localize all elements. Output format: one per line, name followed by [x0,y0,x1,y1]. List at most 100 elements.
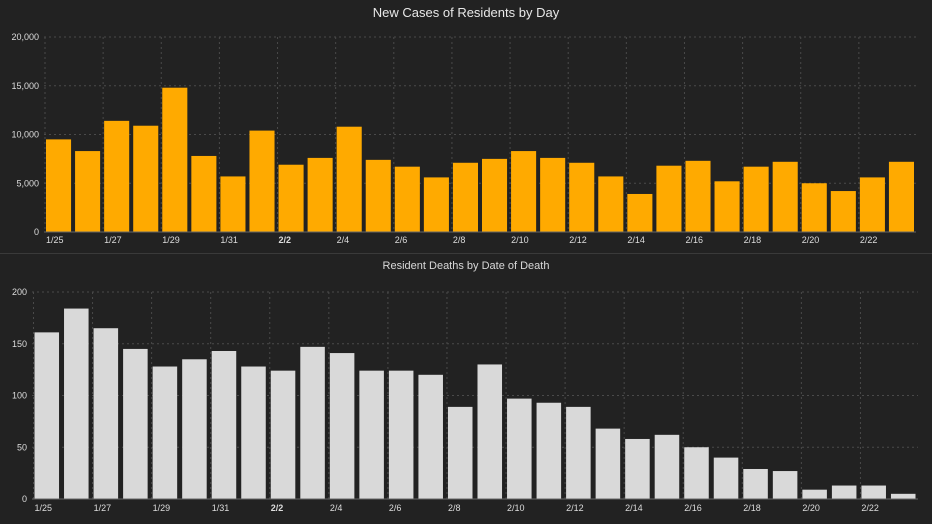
deaths-bar-1-27 [93,328,119,499]
cases-bar-2-9 [482,158,508,232]
deaths-bar-2-11 [536,402,562,499]
cases-bar-2-3 [307,157,333,232]
cases-y-tick-label: 20,000 [11,32,39,42]
deaths-x-tick-label: 2/18 [743,503,761,513]
cases-bar-1-30 [191,155,217,232]
cases-x-tick-label: 1/29 [162,235,180,245]
cases-x-tick-label: 2/20 [802,235,820,245]
cases-bar-2-12 [569,162,595,232]
new-cases-chart-panel: New Cases of Residents by Day 0 5,000 10,0… [0,0,932,253]
deaths-x-tick-label: 2/12 [566,503,584,513]
cases-x-tick-label: 2/18 [744,235,762,245]
deaths-x-tick-label: 2/8 [448,503,461,513]
cases-bar-1-27 [104,120,130,232]
deaths-bar-2-23 [890,493,916,499]
cases-bar-2-13 [598,176,624,232]
new-cases-chart-title: New Cases of Residents by Day [372,5,560,20]
resident-deaths-chart-panel: Resident Deaths by Date of Death 0 50 100 1… [0,254,932,524]
resident-deaths-bar-chart: 0 50 100 150 200 1/25 1/27 1/29 1/31 2/2 2/4 2/6 2/8… [12,287,918,513]
cases-bar-2-6 [394,166,420,232]
cases-bar-2-20 [801,183,827,232]
deaths-bar-2-19 [772,471,798,499]
deaths-bar-1-30 [182,359,207,499]
deaths-y-tick-label: 200 [12,287,27,297]
cases-bar-2-10 [511,151,537,232]
deaths-bar-2-15 [654,434,680,499]
deaths-y-tick-label: 50 [17,442,27,452]
cases-bar-2-4 [336,126,362,232]
deaths-x-tick-label: 2/16 [684,503,702,513]
cases-bar-2-8 [452,162,478,232]
cases-x-tick-label: 2/8 [453,235,466,245]
cases-y-tick-label: 15,000 [11,81,39,91]
deaths-bar-2-9 [477,364,503,499]
deaths-bar-1-25 [34,332,60,499]
cases-x-tick-label: 2/16 [685,235,703,245]
deaths-x-tick-label: 1/25 [35,503,53,513]
deaths-bar-2-8 [447,406,473,499]
deaths-bar-2-3 [300,346,325,499]
deaths-bar-2-2 [270,370,296,499]
cases-x-tick-label: 1/31 [220,235,238,245]
deaths-bar-2-5 [359,370,384,499]
deaths-bar-1-28 [123,348,148,499]
deaths-x-tick-label: 1/27 [94,503,112,513]
cases-x-tick-label: 2/12 [569,235,587,245]
deaths-y-tick-label: 150 [12,339,27,349]
cases-bar-2-21 [830,191,856,232]
cases-x-tick-label: 1/25 [46,235,64,245]
cases-bar-1-31 [220,176,246,232]
cases-bar-1-25 [46,139,72,232]
cases-x-tick-label: 2/6 [395,235,408,245]
cases-bar-2-1 [249,130,275,232]
cases-x-tick-label: 2/22 [860,235,878,245]
deaths-x-tick-label: 1/29 [153,503,171,513]
cases-bar-1-26 [75,151,101,232]
deaths-bar-2-22 [861,485,886,499]
deaths-bar-2-4 [329,353,355,499]
cases-x-tick-label: 2/14 [627,235,645,245]
cases-bar-2-19 [772,161,798,232]
cases-bar-2-16 [685,160,711,232]
deaths-bar-1-26 [64,308,89,499]
deaths-x-tick-label: 2/2 [271,503,284,513]
cases-x-tick-label: 2/2 [279,235,292,245]
cases-bar-2-22 [859,177,885,232]
new-cases-bar-chart: 0 5,000 10,000 15,000 20,000 1/25 1/27 1/29 1/31… [11,32,916,245]
cases-bar-2-5 [365,159,391,232]
deaths-x-tick-label: 2/10 [507,503,525,513]
cases-x-tick-label: 1/27 [104,235,122,245]
deaths-bar-2-10 [507,398,532,499]
deaths-bar-2-12 [566,406,591,499]
deaths-x-tick-label: 2/20 [802,503,820,513]
deaths-x-tick-label: 2/14 [625,503,643,513]
deaths-bar-1-29 [152,366,178,499]
deaths-bar-2-17 [713,457,739,499]
cases-y-tick-label: 0 [34,227,39,237]
deaths-x-tick-label: 2/4 [330,503,343,513]
cases-bar-2-2 [278,164,304,232]
deaths-x-tick-label: 2/6 [389,503,402,513]
deaths-bar-2-13 [595,428,621,499]
resident-deaths-chart-title: Resident Deaths by Date of Death [382,260,550,272]
cases-bar-2-18 [743,166,769,232]
cases-bar-1-29 [162,87,188,232]
deaths-bar-2-20 [802,489,827,499]
deaths-bar-2-1 [241,366,266,499]
cases-y-tick-label: 10,000 [11,130,39,140]
cases-bar-2-15 [656,165,682,232]
cases-x-tick-label: 2/10 [511,235,529,245]
cases-bar-2-11 [540,157,566,232]
deaths-bar-2-6 [388,370,414,499]
cases-bar-2-23 [888,161,914,232]
deaths-bar-1-31 [211,350,237,499]
cases-bar-2-7 [423,177,449,232]
deaths-bar-2-7 [418,374,443,499]
deaths-bar-2-21 [831,485,857,499]
deaths-y-tick-label: 0 [22,494,27,504]
deaths-x-tick-label: 1/31 [212,503,230,513]
cases-bar-2-17 [714,181,740,232]
deaths-bar-2-16 [684,447,709,499]
cases-y-tick-label: 5,000 [16,178,39,188]
